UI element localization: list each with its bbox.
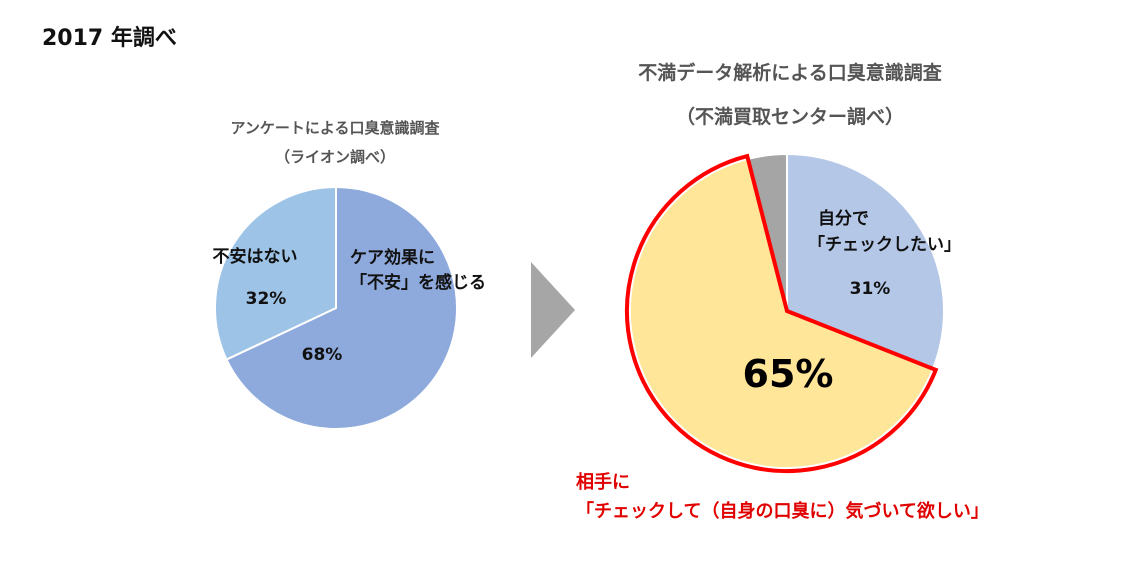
right-pie-highlight-outline	[624, 153, 939, 473]
left-pie-label-1-line-1: ケア効果に	[350, 247, 435, 268]
footnote-line-1: 相手に	[576, 472, 630, 493]
right-pie-value-1: 31%	[850, 279, 891, 299]
right-chart-title: 不満データ解析による口臭意識調査	[638, 62, 942, 84]
right-pie-label-1-line-1: 自分で	[818, 208, 869, 229]
right-pie-chart: 自分で「チェックしたい」 31% 65%	[624, 152, 961, 473]
right-chart-subtitle: （不満買取センター調べ）	[675, 106, 904, 128]
left-pie-value-2: 32%	[246, 289, 287, 309]
right-pie-label-1-line-2: 「チェックしたい」	[808, 234, 961, 255]
footnote-line-2: 「チェックして（自身の口臭に）気づいて欲しい」	[576, 501, 989, 522]
page-title: 2017 年調べ	[42, 26, 177, 51]
right-pie-slice-2	[628, 157, 935, 469]
left-pie-chart: ケア効果に「不安」を感じる 68% 不安はない 32%	[213, 185, 486, 430]
left-chart-title: アンケートによる口臭意識調査	[230, 119, 440, 137]
left-pie-label-1-line-2: 「不安」を感じる	[350, 272, 486, 293]
right-pie-value-2: 65%	[743, 352, 834, 396]
right-pie-slice-1	[786, 152, 945, 371]
left-pie-value-1: 68%	[302, 345, 343, 365]
left-chart-subtitle: （ライオン調べ）	[274, 148, 395, 166]
left-pie-label-2: 不安はない	[213, 246, 298, 267]
left-pie-slice-1	[225, 185, 459, 430]
right-arrow-icon	[531, 262, 575, 358]
left-pie-slice-2	[214, 185, 337, 361]
